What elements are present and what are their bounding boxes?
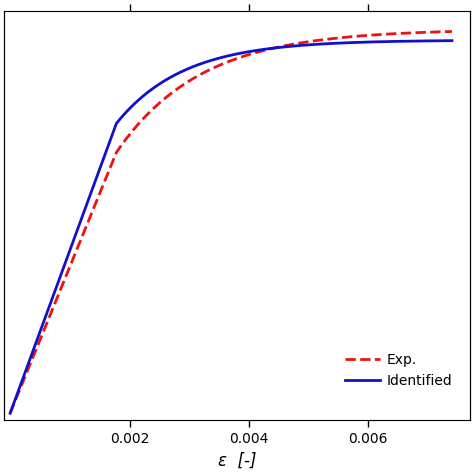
Legend: Exp., Identified: Exp., Identified bbox=[340, 347, 458, 393]
Identified bbox=[343, 40, 348, 46]
Identified bbox=[259, 47, 265, 53]
Line: Identified: Identified bbox=[10, 41, 452, 413]
Identified bbox=[248, 48, 254, 54]
Exp. bbox=[71, 255, 76, 261]
Identified bbox=[396, 38, 402, 44]
Identified bbox=[7, 410, 13, 416]
Exp. bbox=[7, 410, 13, 416]
Identified bbox=[424, 38, 430, 44]
Line: Exp.: Exp. bbox=[10, 31, 452, 413]
Exp. bbox=[354, 33, 360, 39]
Exp. bbox=[399, 30, 404, 36]
Identified bbox=[377, 39, 383, 45]
Identified bbox=[449, 38, 455, 44]
Exp. bbox=[246, 52, 251, 58]
X-axis label: ε  [-]: ε [-] bbox=[218, 452, 256, 470]
Exp. bbox=[449, 28, 455, 34]
Exp. bbox=[105, 171, 110, 176]
Exp. bbox=[161, 97, 166, 102]
